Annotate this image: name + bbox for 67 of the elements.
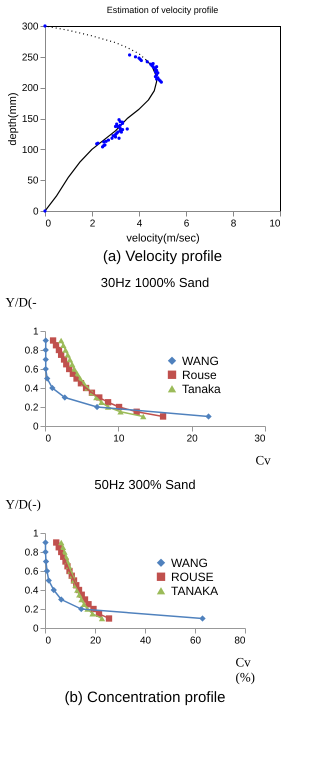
y-axis-title: depth(mm)	[6, 92, 19, 146]
x-tick-label: 6	[184, 218, 190, 230]
x-tick-label: 10	[269, 218, 281, 230]
point	[43, 24, 47, 28]
point	[115, 122, 118, 126]
point	[146, 60, 149, 64]
text: (b) Concentration profile	[64, 689, 226, 706]
x-tick-label: 20	[186, 434, 198, 444]
x-tick-label: 20	[90, 636, 102, 646]
x-tick-label: 0	[46, 218, 52, 230]
x-tick-label: 0	[46, 434, 52, 444]
y-tick-label: 0.2	[24, 402, 39, 414]
legend-label: Tanaka	[182, 382, 222, 396]
y-tick-label: 150	[22, 114, 39, 125]
chart-title: 30Hz 1000% Sand	[100, 275, 210, 290]
x-tick-label: 8	[230, 218, 237, 230]
x-tick-label: 80	[234, 636, 246, 646]
point	[106, 138, 110, 142]
x-axis-title: velocity(m/sec)	[126, 232, 200, 244]
legend-label: TANAKA	[171, 584, 218, 598]
x-tick-label: 2	[90, 218, 96, 230]
x-tick-label: 40	[140, 636, 152, 646]
point	[117, 136, 121, 140]
chart-title: Estimation of velocity profile	[106, 5, 218, 15]
x-tick-label: 60	[190, 636, 202, 646]
y-tick-label: 1	[32, 326, 39, 338]
y-axis-title: Y/D(-)	[6, 496, 41, 512]
point	[114, 124, 118, 128]
text: (a) Velocity profile	[102, 248, 222, 265]
x-tick-label: 4	[136, 218, 143, 230]
x-axis-title: Cv (%)	[236, 654, 255, 684]
y-tick-label: 1	[32, 528, 39, 540]
y-tick-label: 0.6	[24, 566, 39, 578]
y-tick-label: 300	[22, 22, 39, 32]
legend-label: ROUSE	[171, 570, 214, 584]
y-tick-label: 200	[22, 83, 39, 94]
x-tick-label: 10	[113, 434, 125, 444]
y-tick-label: 100	[22, 144, 39, 156]
y-tick-label: 0.8	[24, 548, 39, 558]
x-tick-label: 0	[46, 636, 52, 646]
y-tick-label: 0.6	[24, 364, 39, 376]
y-tick-label: 0.8	[24, 346, 39, 356]
y-tick-label: 0	[32, 206, 39, 218]
legend-label: WANG	[171, 556, 208, 570]
point	[126, 127, 129, 131]
chart-title: 50Hz 300% Sand	[94, 477, 196, 492]
point	[118, 126, 122, 130]
y-tick-label: 50	[27, 176, 39, 187]
legend-label: Rouse	[182, 368, 218, 382]
x-axis-title: Cv	[256, 452, 272, 468]
y-tick-label: 250	[22, 52, 39, 64]
legend-label: WANG	[182, 354, 219, 368]
y-axis-title: Y/D(-	[6, 294, 37, 310]
point	[43, 209, 47, 213]
y-tick-label: 0.4	[24, 586, 39, 596]
point	[155, 65, 158, 68]
point	[110, 136, 114, 140]
point	[134, 55, 138, 58]
y-tick-label: 0.4	[24, 384, 39, 394]
point	[118, 124, 122, 127]
y-tick-label: 0	[32, 422, 39, 432]
point	[128, 53, 132, 57]
point	[120, 128, 124, 132]
y-tick-label: 0.2	[24, 604, 39, 616]
x-tick-label: 30	[254, 434, 266, 444]
y-tick-label: 0	[32, 624, 39, 634]
point	[114, 135, 118, 139]
